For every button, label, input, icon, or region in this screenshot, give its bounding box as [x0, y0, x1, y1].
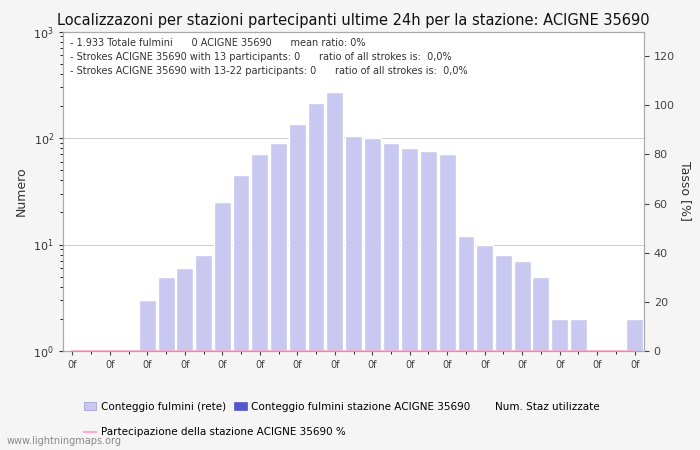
- Bar: [176, 268, 193, 450]
- Title: Localizzazoni per stazioni partecipanti ultime 24h per la stazione: ACIGNE 35690: Localizzazoni per stazioni partecipanti …: [57, 13, 650, 27]
- Bar: [307, 103, 325, 450]
- Bar: [232, 175, 249, 450]
- Bar: [401, 148, 418, 450]
- Bar: [139, 300, 156, 450]
- Bar: [476, 244, 493, 450]
- Bar: [364, 138, 381, 450]
- Bar: [382, 143, 400, 450]
- Bar: [608, 351, 624, 450]
- Bar: [495, 255, 512, 450]
- Bar: [589, 351, 606, 450]
- Bar: [326, 92, 343, 450]
- Text: - 1.933 Totale fulmini      0 ACIGNE 35690      mean ratio: 0%
- Strokes ACIGNE : - 1.933 Totale fulmini 0 ACIGNE 35690 me…: [70, 38, 468, 76]
- Bar: [458, 236, 475, 450]
- Bar: [195, 255, 212, 450]
- Legend: Partecipazione della stazione ACIGNE 35690 %: Partecipazione della stazione ACIGNE 356…: [80, 423, 349, 441]
- Bar: [551, 319, 568, 450]
- Bar: [120, 351, 137, 450]
- Bar: [289, 124, 306, 450]
- Bar: [626, 319, 643, 450]
- Bar: [345, 136, 362, 450]
- Bar: [570, 319, 587, 450]
- Bar: [158, 277, 174, 450]
- Bar: [514, 261, 531, 450]
- Bar: [533, 277, 550, 450]
- Bar: [439, 154, 456, 450]
- Y-axis label: Numero: Numero: [15, 166, 28, 216]
- Bar: [420, 151, 437, 450]
- Y-axis label: Tasso [%]: Tasso [%]: [678, 161, 692, 221]
- Bar: [270, 143, 287, 450]
- Bar: [102, 351, 118, 450]
- Bar: [83, 351, 99, 450]
- Bar: [64, 351, 80, 450]
- Text: www.lightningmaps.org: www.lightningmaps.org: [7, 436, 122, 446]
- Bar: [214, 202, 231, 450]
- Bar: [251, 154, 268, 450]
